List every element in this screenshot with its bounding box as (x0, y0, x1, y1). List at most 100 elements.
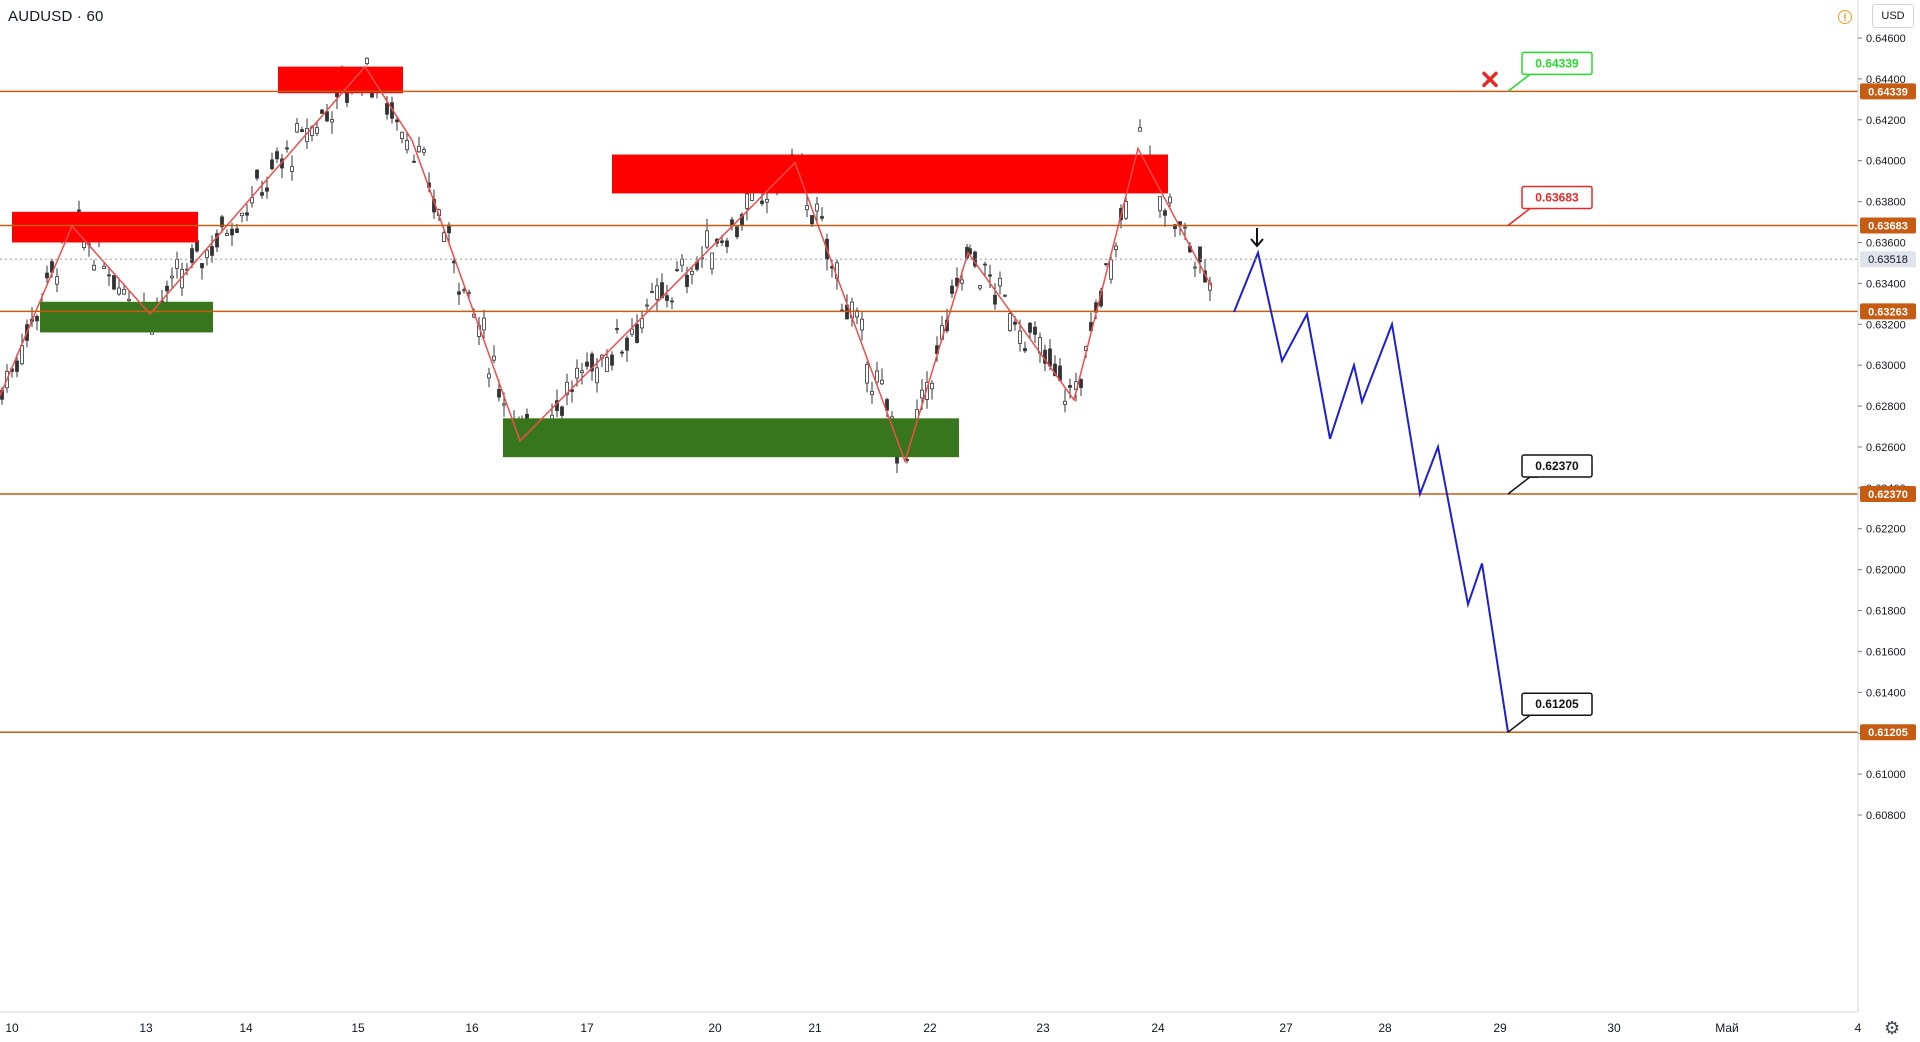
candle (127, 289, 131, 303)
time-axis: 10 13 14 15 16 17 20 21 22 23 24 27 28 29 30 Май 4 (0, 1011, 1920, 1042)
candle (482, 309, 486, 339)
candle (412, 154, 416, 163)
candle (92, 259, 96, 272)
svg-text:0.61205: 0.61205 (1535, 697, 1579, 711)
current-price-tag: 0.63518 (1860, 251, 1916, 268)
demand-zone[interactable] (503, 418, 959, 458)
candle (1198, 246, 1202, 274)
candle (705, 218, 709, 250)
candle (1158, 196, 1162, 218)
candle (240, 212, 244, 223)
candle (670, 297, 674, 310)
candle (1163, 208, 1167, 227)
candle (865, 361, 869, 393)
candle (820, 207, 824, 222)
price-tick-label: 0.64400 (1866, 74, 1906, 86)
candle (395, 117, 399, 131)
candle (422, 146, 426, 156)
time-tick-label: 16 (465, 1021, 479, 1035)
candle (487, 367, 491, 388)
candle (190, 244, 194, 269)
price-callout[interactable]: 0.62370 (1507, 454, 1593, 495)
currency-label[interactable]: USD (1872, 4, 1914, 28)
candle (710, 252, 714, 275)
level-axis-tag: 0.64339 (1860, 83, 1916, 100)
symbol-title[interactable]: AUDUSD · 60 (8, 8, 104, 25)
candle (442, 229, 446, 242)
price-tick-label: 0.62600 (1866, 442, 1906, 454)
price-tick-label: 0.62800 (1866, 401, 1906, 413)
price-tick-label: 0.63000 (1866, 360, 1906, 372)
candle (285, 140, 289, 153)
svg-text:0.63263: 0.63263 (1868, 306, 1908, 318)
candle (260, 180, 264, 199)
candle (1193, 261, 1197, 278)
supply-zone[interactable] (12, 211, 198, 243)
candle (620, 349, 624, 358)
price-axis: 0.64600 0.64400 0.64200 0.64000 0.63800 0.636… (0, 0, 1916, 1012)
candle (615, 319, 619, 334)
candle (270, 152, 274, 171)
svg-text:0.64339: 0.64339 (1535, 56, 1579, 70)
supply-zone[interactable] (278, 66, 403, 94)
time-tick-label: 24 (1151, 1021, 1165, 1035)
price-tick-label: 0.64600 (1866, 33, 1906, 45)
time-tick-label: 21 (808, 1021, 822, 1035)
price-tick-label: 0.61000 (1866, 769, 1906, 781)
x-mark-icon (1482, 71, 1498, 88)
time-tick-label: 22 (923, 1021, 937, 1035)
candle (645, 298, 649, 311)
zigzag-line (0, 65, 1213, 464)
candle (655, 278, 659, 312)
time-tick-label: 17 (580, 1021, 594, 1035)
candle (1079, 378, 1083, 397)
candle (1109, 253, 1113, 284)
price-callout[interactable]: 0.61205 (1507, 692, 1593, 733)
level-axis-tag: 0.62370 (1860, 485, 1916, 502)
time-tick-label: 15 (351, 1021, 365, 1035)
price-callout[interactable]: 0.64339 (1507, 51, 1593, 92)
candle (300, 126, 304, 133)
candle (998, 271, 1002, 295)
candle (950, 279, 954, 298)
price-tick-label: 0.63400 (1866, 278, 1906, 290)
candle (805, 194, 809, 218)
gear-icon[interactable]: ⚙ (1884, 1018, 1901, 1038)
price-tick-label: 0.62200 (1866, 524, 1906, 536)
candle (675, 261, 679, 273)
time-tick-label: 20 (708, 1021, 722, 1035)
candle (330, 111, 334, 134)
candle (45, 265, 49, 283)
price-tick-label: 0.61800 (1866, 606, 1906, 618)
price-tick-label: 0.63200 (1866, 319, 1906, 331)
candle (860, 312, 864, 341)
candle (1008, 312, 1012, 332)
zones-layer (12, 66, 1168, 458)
candle (650, 282, 654, 294)
supply-zone[interactable] (612, 154, 1168, 194)
price-callout[interactable]: 0.63683 (1507, 185, 1593, 227)
level-axis-tag: 0.63683 (1860, 217, 1916, 234)
candle (635, 314, 639, 344)
candle (590, 351, 594, 381)
alert-icon[interactable]: ! (1838, 10, 1852, 24)
candle (1063, 389, 1067, 413)
candle (15, 354, 19, 378)
price-tick-label: 0.60800 (1866, 810, 1906, 822)
candle (610, 351, 614, 371)
price-tick-label: 0.63800 (1866, 197, 1906, 209)
candle (417, 136, 421, 153)
level-axis-tag: 0.63263 (1860, 303, 1916, 320)
candle (1023, 341, 1027, 354)
svg-text:0.63683: 0.63683 (1535, 191, 1579, 205)
candle (1138, 119, 1142, 132)
candle (765, 193, 769, 214)
candle (1114, 242, 1118, 258)
projection-polyline (1233, 249, 1509, 733)
candle (295, 118, 299, 134)
price-tick-label: 0.64000 (1866, 156, 1906, 168)
candle (855, 307, 859, 325)
candle (365, 57, 369, 66)
demand-zone[interactable] (40, 301, 213, 333)
